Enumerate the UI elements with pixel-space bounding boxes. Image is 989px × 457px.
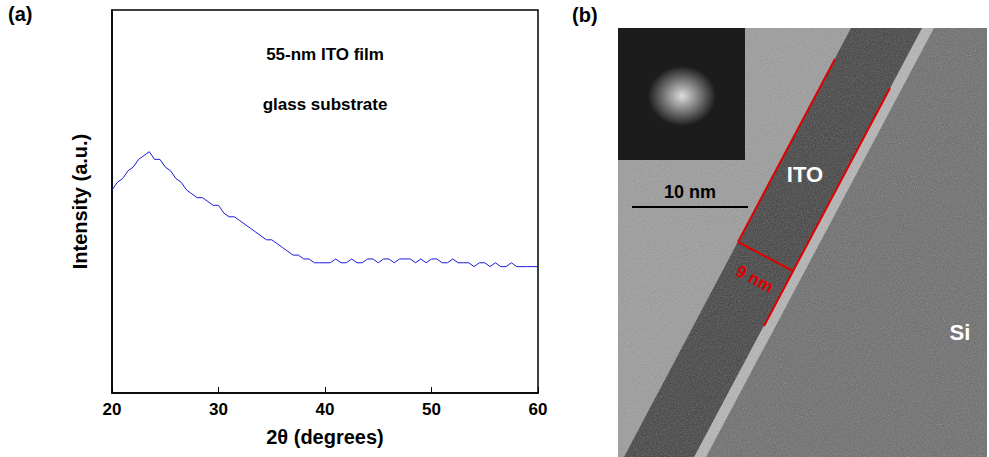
svg-text:ITO: ITO xyxy=(787,162,823,187)
svg-text:Si: Si xyxy=(950,320,971,345)
svg-text:30: 30 xyxy=(209,400,228,419)
svg-text:(b): (b) xyxy=(572,4,598,26)
svg-text:Intensity (a.u.): Intensity (a.u.) xyxy=(69,134,91,270)
svg-text:40: 40 xyxy=(316,400,335,419)
svg-text:20: 20 xyxy=(103,400,122,419)
svg-text:9 nm: 9 nm xyxy=(733,261,777,296)
svg-text:(a): (a) xyxy=(8,3,32,25)
svg-text:55-nm ITO film: 55-nm ITO film xyxy=(266,45,384,64)
svg-text:10 nm: 10 nm xyxy=(664,182,716,202)
svg-text:2θ (degrees): 2θ (degrees) xyxy=(266,426,384,448)
svg-text:50: 50 xyxy=(422,400,441,419)
svg-text:60: 60 xyxy=(529,400,548,419)
svg-text:glass substrate: glass substrate xyxy=(263,95,388,114)
